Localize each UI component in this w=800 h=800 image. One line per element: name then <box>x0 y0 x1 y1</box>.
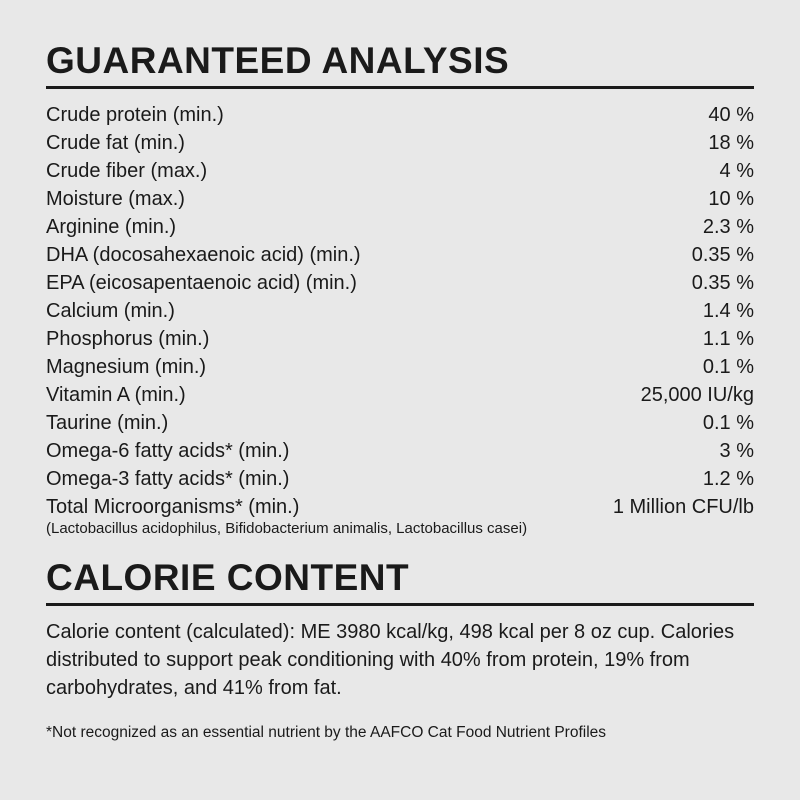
nutrient-value: 3 % <box>720 437 754 465</box>
nutrient-label: DHA (docosahexaenoic acid) (min.) <box>46 241 692 269</box>
nutrient-value: 1.2 % <box>703 465 754 493</box>
nutrient-value: 4 % <box>720 157 754 185</box>
nutrient-row: Crude fat (min.)18 % <box>46 129 754 157</box>
nutrient-row: Crude fiber (max.)4 % <box>46 157 754 185</box>
nutrient-value: 1.1 % <box>703 325 754 353</box>
nutrient-sublabel: (Lactobacillus acidophilus, Bifidobacter… <box>46 519 754 539</box>
nutrient-value: 25,000 IU/kg <box>641 381 754 409</box>
nutrient-value: 1 Million CFU/lb <box>613 493 754 521</box>
nutrient-value: 0.1 % <box>703 409 754 437</box>
nutrient-value: 0.35 % <box>692 269 754 297</box>
nutrient-row: Moisture (max.)10 % <box>46 185 754 213</box>
nutrient-label: Crude fat (min.) <box>46 129 708 157</box>
nutrient-value: 2.3 % <box>703 213 754 241</box>
nutrient-row: DHA (docosahexaenoic acid) (min.)0.35 % <box>46 241 754 269</box>
nutrient-value: 18 % <box>708 129 754 157</box>
nutrient-value: 10 % <box>708 185 754 213</box>
nutrient-value: 0.35 % <box>692 241 754 269</box>
footnote: *Not recognized as an essential nutrient… <box>46 724 754 742</box>
nutrient-label: EPA (eicosapentaenoic acid) (min.) <box>46 269 692 297</box>
nutrient-label: Moisture (max.) <box>46 185 708 213</box>
nutrient-row: Total Microorganisms* (min.)1 Million CF… <box>46 493 754 521</box>
nutrient-row: Magnesium (min.)0.1 % <box>46 353 754 381</box>
nutrient-row: Vitamin A (min.)25,000 IU/kg <box>46 381 754 409</box>
analysis-title: GUARANTEED ANALYSIS <box>46 40 754 89</box>
calorie-title: CALORIE CONTENT <box>46 557 754 606</box>
nutrient-label: Calcium (min.) <box>46 297 703 325</box>
nutrient-row: Omega-3 fatty acids* (min.)1.2 % <box>46 465 754 493</box>
nutrient-row: Crude protein (min.)40 % <box>46 101 754 129</box>
nutrient-row: Calcium (min.)1.4 % <box>46 297 754 325</box>
nutrient-value: 1.4 % <box>703 297 754 325</box>
calorie-text: Calorie content (calculated): ME 3980 kc… <box>46 618 754 702</box>
nutrient-label: Crude fiber (max.) <box>46 157 720 185</box>
nutrient-row: EPA (eicosapentaenoic acid) (min.)0.35 % <box>46 269 754 297</box>
nutrient-list: Crude protein (min.)40 %Crude fat (min.)… <box>46 101 754 539</box>
nutrient-row: Phosphorus (min.)1.1 % <box>46 325 754 353</box>
nutrient-label: Magnesium (min.) <box>46 353 703 381</box>
nutrient-label: Omega-6 fatty acids* (min.) <box>46 437 720 465</box>
nutrient-label: Crude protein (min.) <box>46 101 708 129</box>
nutrient-row: Omega-6 fatty acids* (min.)3 % <box>46 437 754 465</box>
nutrient-value: 0.1 % <box>703 353 754 381</box>
nutrient-label: Omega-3 fatty acids* (min.) <box>46 465 703 493</box>
nutrient-label: Taurine (min.) <box>46 409 703 437</box>
nutrient-label: Vitamin A (min.) <box>46 381 641 409</box>
nutrient-label: Arginine (min.) <box>46 213 703 241</box>
nutrient-label: Phosphorus (min.) <box>46 325 703 353</box>
nutrient-row: Taurine (min.)0.1 % <box>46 409 754 437</box>
nutrient-row: Arginine (min.)2.3 % <box>46 213 754 241</box>
nutrient-value: 40 % <box>708 101 754 129</box>
nutrient-label: Total Microorganisms* (min.) <box>46 493 613 521</box>
